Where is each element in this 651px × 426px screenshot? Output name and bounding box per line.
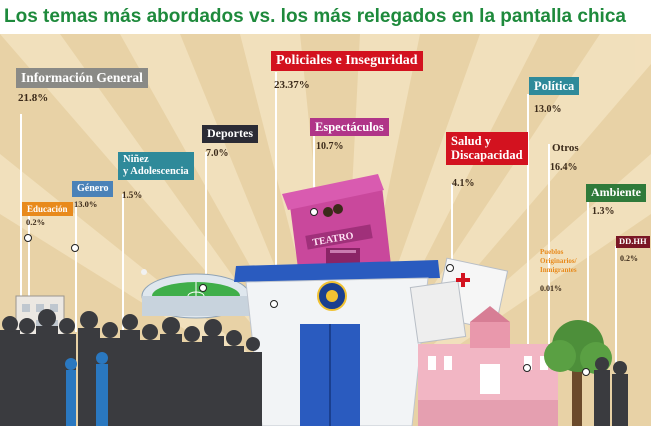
label-salud: Salud y Discapacidad: [446, 132, 528, 165]
stem-ninez: [122, 194, 124, 334]
pct-genero: 13.0%: [74, 199, 98, 209]
stem-salud: [451, 184, 453, 264]
pct-salud: 4.1%: [452, 178, 475, 189]
dot-ambiente: [582, 368, 590, 376]
stem-ddhh: [615, 246, 617, 376]
stem-espectaculos: [313, 134, 315, 214]
infographic-title: Los temas más abordados vs. los más rele…: [4, 6, 626, 27]
label-policiales: Policiales e Inseguridad: [271, 51, 423, 72]
pct-ddhh: 0.2%: [620, 254, 638, 263]
pct-espectaculos: 10.7%: [316, 141, 344, 152]
dot-genero: [71, 244, 79, 252]
dot-politica: [523, 364, 531, 372]
stem-policiales: [275, 72, 277, 302]
label-pueblos-line3: Inmigrantes: [540, 266, 577, 274]
label-pueblos-line1: Pueblos: [540, 248, 564, 256]
label-politica: Política: [529, 77, 580, 96]
label-ninez-line2: y Adolescencia: [123, 166, 189, 178]
stem-educacion: [28, 210, 30, 320]
label-salud-line2: Discapacidad: [451, 148, 523, 163]
pct-pueblos: 0.01%: [540, 284, 562, 293]
pct-informacion-general: 21.8%: [18, 92, 49, 104]
pct-otros: 16.4%: [550, 162, 578, 173]
dot-educacion: [24, 234, 32, 242]
stadium-illustration: [141, 269, 251, 319]
stem-deportes: [205, 152, 207, 292]
dot-salud: [446, 264, 454, 272]
label-deportes: Deportes: [202, 125, 258, 143]
label-otros: Otros: [552, 142, 579, 154]
label-ninez-line1: Niñez: [123, 154, 149, 165]
scene-illustration: TEATRO: [0, 174, 628, 426]
label-salud-line1: Salud y: [451, 134, 491, 148]
dot-deportes: [199, 284, 207, 292]
pct-ninez: 1.5%: [122, 190, 143, 200]
label-espectaculos: Espectáculos: [310, 118, 389, 137]
stem-ambiente: [587, 202, 589, 372]
label-ddhh: DD.HH: [616, 236, 650, 248]
stem-otros: [548, 144, 550, 364]
pct-ambiente: 1.3%: [592, 206, 615, 217]
label-ambiente: Ambiente: [586, 184, 646, 202]
pct-politica: 13.0%: [534, 104, 562, 115]
pct-deportes: 7.0%: [206, 148, 229, 159]
dot-policiales: [270, 300, 278, 308]
label-educacion: Educación: [22, 202, 73, 217]
stem-genero: [75, 202, 77, 332]
infographic-board: TEATRO: [0, 34, 651, 426]
casa-rosada-illustration: [418, 306, 558, 426]
stem-politica: [527, 94, 529, 384]
label-informacion-general: Información General: [16, 68, 148, 88]
police-station-illustration: [234, 260, 440, 426]
pct-policiales: 23.37%: [274, 79, 310, 91]
dot-espectaculos: [310, 208, 318, 216]
label-genero: Género: [72, 181, 114, 197]
theater-illustration: TEATRO: [282, 174, 392, 284]
pct-educacion: 0.2%: [26, 217, 46, 227]
label-ninez: Niñez y Adolescencia: [118, 152, 194, 181]
theater-masks-icon: [323, 207, 333, 217]
label-pueblos-line2: Originarios/: [540, 257, 577, 265]
label-pueblos: Pueblos Originarios/ Inmigrantes: [540, 248, 577, 275]
crowd-highlight: [65, 352, 108, 426]
stem-informacion-general: [20, 114, 22, 334]
